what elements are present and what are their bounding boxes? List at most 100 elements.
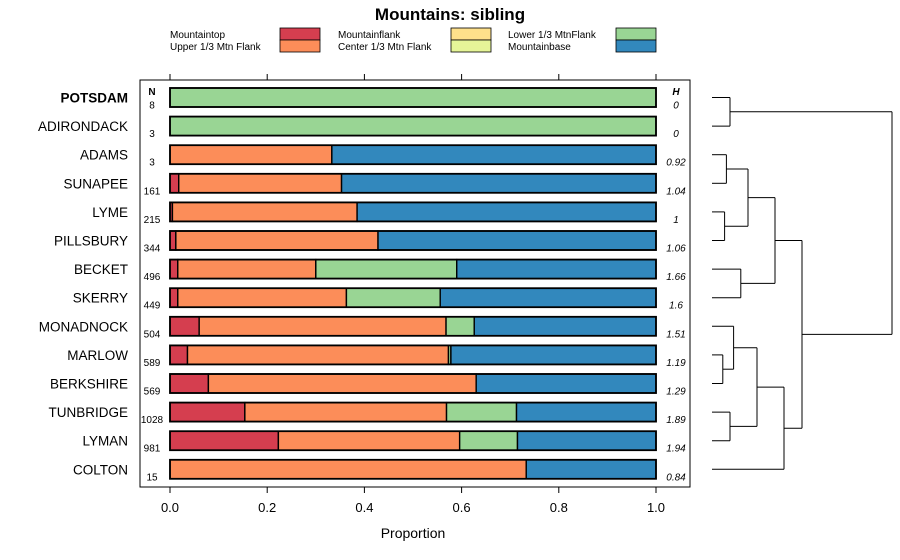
bar-marlow-upper-1-3-mtn-flank: [186, 344, 450, 366]
row-labels: POTSDAM 8 0 ADIRONDACK 3 0 ADAMS 3 0.92 SUNAPEE 16…: [38, 91, 686, 484]
legend-swatch-upper-1-3-mtn-flank: [279, 39, 321, 53]
bar-pillsbury-upper-1-3-mtn-flank: [175, 230, 379, 251]
x-tick-label-0-8: 0.8: [550, 500, 568, 515]
bar-outline-potsdam: [169, 87, 657, 108]
n-value-adirondack: 3: [149, 129, 155, 140]
bar-monadnock-mountaintop: [169, 316, 200, 337]
bar-outline-monadnock: [169, 315, 657, 337]
row-label-skerry: SKERRY: [73, 291, 128, 306]
n-value-tunbridge: 1028: [141, 415, 164, 426]
bar-tunbridge-lower-1-3-mtnflank: [445, 401, 518, 423]
row-label-tunbridge: TUNBRIDGE: [48, 405, 128, 420]
n-value-monadnock: 504: [144, 329, 161, 340]
bar-monadnock-mountainbase: [473, 316, 657, 337]
row-label-sunapee: SUNAPEE: [63, 176, 128, 191]
bar-becket-lower-1-3-mtnflank: [315, 258, 458, 280]
bar-outline-sunapee: [169, 172, 657, 194]
bar-tunbridge-mountaintop: [169, 401, 246, 423]
bar-outline-tunbridge: [169, 401, 657, 423]
bar-adams-mountainbase: [331, 144, 657, 165]
h-value-monadnock: 1.51: [666, 329, 685, 340]
n-column-header: N: [148, 87, 155, 98]
legend-label-mountaintop: Mountaintop: [170, 30, 225, 41]
h-value-berkshire: 1.29: [666, 387, 686, 398]
x-tick-label-0-4: 0.4: [355, 500, 373, 515]
h-value-skerry: 1.6: [669, 301, 683, 312]
chart-title: Mountains: sibling: [375, 5, 525, 24]
bar-marlow-mountainbase: [450, 344, 657, 366]
bar-becket-mountainbase: [456, 258, 657, 280]
bar-sunapee-mountainbase: [340, 173, 657, 194]
n-value-lyme: 215: [144, 215, 161, 226]
bar-tunbridge-mountainbase: [515, 401, 657, 423]
bar-skerry-mountaintop: [169, 287, 179, 308]
row-label-lyme: LYME: [92, 205, 128, 220]
dendrogram: [712, 97, 893, 470]
row-label-potsdam: POTSDAM: [61, 91, 129, 106]
bar-sunapee-upper-1-3-mtn-flank: [178, 173, 343, 194]
bar-skerry-lower-1-3-mtnflank: [345, 287, 441, 308]
n-value-colton: 15: [146, 472, 158, 483]
bar-sunapee-mountaintop: [169, 173, 180, 194]
h-value-lyman: 1.94: [666, 444, 686, 455]
row-label-lyman: LYMAN: [82, 434, 128, 449]
h-value-adams: 0.92: [666, 158, 686, 169]
bar-outline-pillsbury: [169, 230, 657, 251]
bar-outline-lyme: [169, 201, 657, 223]
h-value-sunapee: 1.04: [666, 186, 686, 197]
x-tick-label-0-2: 0.2: [258, 500, 276, 515]
row-label-becket: BECKET: [74, 262, 128, 277]
h-value-pillsbury: 1.06: [666, 244, 686, 255]
bar-lyme-upper-1-3-mtn-flank: [171, 201, 358, 223]
bar-lyme-mountainbase: [356, 201, 657, 223]
row-label-marlow: MARLOW: [67, 348, 128, 363]
bar-adirondack-lower-1-3-mtnflank: [169, 115, 657, 137]
n-value-berkshire: 569: [144, 387, 161, 398]
n-value-becket: 496: [144, 272, 161, 283]
bar-berkshire-mountaintop: [169, 373, 210, 394]
bar-berkshire-upper-1-3-mtn-flank: [207, 373, 477, 394]
legend-label-mountainflank: Mountainflank: [338, 30, 401, 41]
row-label-monadnock: MONADNOCK: [39, 319, 128, 334]
bar-skerry-upper-1-3-mtn-flank: [177, 287, 348, 308]
legend-label-lower-1-3-mtnflank: Lower 1/3 MtnFlank: [508, 30, 597, 41]
row-label-pillsbury: PILLSBURY: [54, 234, 128, 249]
bar-outline-becket: [169, 258, 657, 280]
x-axis: 0.0 0.2 0.4 0.6 0.8 1.0: [161, 74, 665, 515]
legend-swatch-lower-1-3-mtnflank: [615, 27, 657, 41]
bar-lyman-mountaintop: [169, 430, 280, 451]
bar-skerry-mountainbase: [439, 287, 657, 308]
n-value-sunapee: 161: [144, 186, 161, 197]
bar-outline-skerry: [169, 287, 657, 309]
h-value-becket: 1.66: [666, 272, 686, 283]
bar-marlow-mountaintop: [169, 344, 189, 366]
legend-swatch-mountainbase: [615, 39, 657, 53]
bar-becket-upper-1-3-mtn-flank: [177, 258, 317, 280]
h-column-header: H: [672, 87, 680, 98]
legend-label-center-1-3-mtn-flank: Center 1/3 Mtn Flank: [338, 42, 432, 53]
row-label-adirondack: ADIRONDACK: [38, 119, 128, 134]
x-tick-label-0-6: 0.6: [453, 500, 471, 515]
bar-outline-colton: [169, 458, 657, 480]
x-axis-title: Proportion: [381, 525, 446, 541]
n-value-marlow: 589: [144, 358, 161, 369]
bar-becket-mountaintop: [169, 258, 179, 280]
bar-outline-adams: [169, 144, 657, 166]
bar-colton-mountainbase: [525, 459, 657, 480]
bar-monadnock-lower-1-3-mtnflank: [445, 316, 475, 337]
bar-tunbridge-upper-1-3-mtn-flank: [244, 401, 448, 423]
legend-swatch-mountainflank: [450, 27, 492, 41]
h-value-lyme: 1: [673, 215, 679, 226]
bar-potsdam-lower-1-3-mtnflank: [169, 87, 657, 108]
bar-outline-adirondack: [169, 115, 657, 137]
row-label-berkshire: BERKSHIRE: [50, 377, 128, 392]
row-label-adams: ADAMS: [80, 148, 128, 163]
bar-berkshire-mountainbase: [475, 373, 657, 394]
bar-lyman-mountainbase: [516, 430, 657, 451]
h-value-tunbridge: 1.89: [666, 415, 686, 426]
n-value-pillsbury: 344: [144, 244, 161, 255]
bar-outline-berkshire: [169, 373, 657, 394]
bar-adams-upper-1-3-mtn-flank: [169, 144, 333, 165]
